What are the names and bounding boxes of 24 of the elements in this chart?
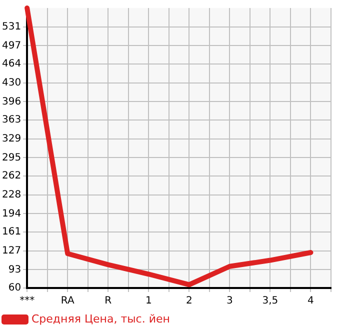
y-tick-label: 60 <box>8 282 22 294</box>
x-tick-label: 4 <box>308 296 314 307</box>
y-tick-label: 363 <box>2 114 22 126</box>
y-tick-label: 127 <box>2 245 22 256</box>
y-tick-label: 228 <box>2 189 22 200</box>
x-tick-label: R <box>104 296 112 307</box>
y-tick-label: 497 <box>2 40 22 52</box>
y-tick-label: 531 <box>2 21 22 32</box>
legend-label: Средняя Цена, тыс. йен <box>32 312 170 326</box>
y-tick-label: 430 <box>2 77 22 88</box>
y-tick-label: 161 <box>2 226 22 238</box>
x-tick-label: RA <box>60 296 74 307</box>
y-tick-label: 396 <box>2 96 22 108</box>
y-tick-label: 295 <box>2 152 22 164</box>
x-tick-label: 3 <box>226 296 233 307</box>
y-tick-label: 329 <box>2 133 22 144</box>
x-tick-label: *** <box>20 296 35 307</box>
y-tick-label: 464 <box>2 58 22 70</box>
x-tick-label: 1 <box>145 296 152 307</box>
y-tick-label: 262 <box>2 170 22 182</box>
y-tick-label: 93 <box>8 264 22 276</box>
x-tick-label: 2 <box>186 296 192 307</box>
x-tick-label: 3,5 <box>262 296 278 307</box>
y-tick-label: 194 <box>2 208 22 220</box>
